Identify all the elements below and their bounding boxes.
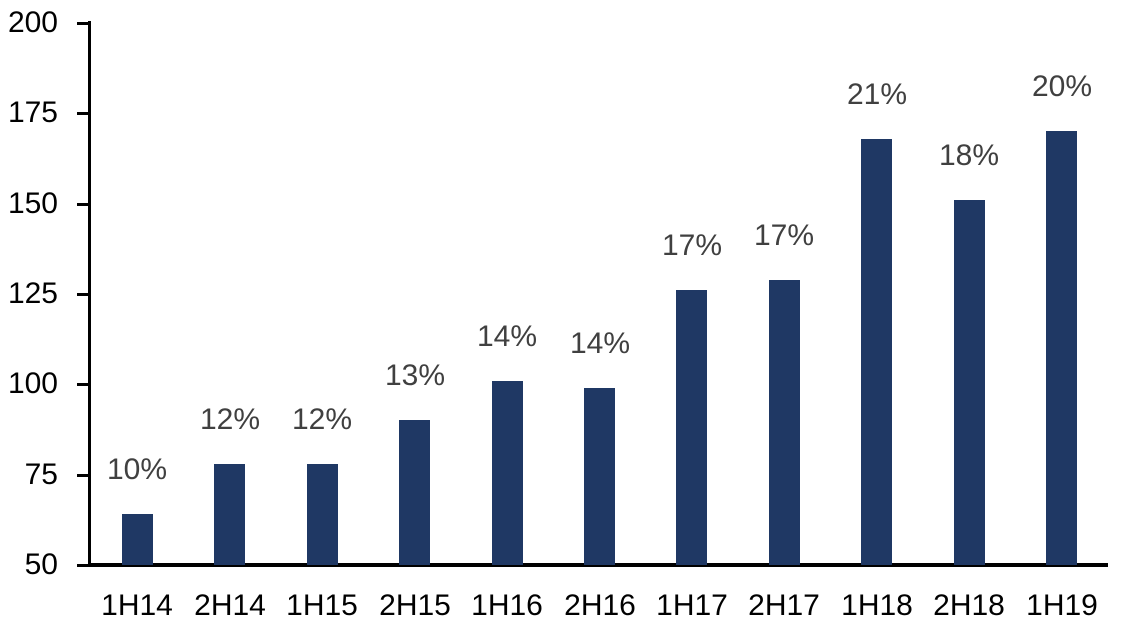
y-axis-label: 150 [7, 187, 58, 220]
bar-2H14 [214, 464, 245, 565]
y-tick-mark [77, 564, 90, 567]
y-tick-mark [77, 474, 90, 477]
y-axis-label: 175 [7, 96, 58, 129]
y-tick-mark [77, 112, 90, 115]
y-tick-mark [77, 293, 90, 296]
x-axis-label-2H14: 2H14 [194, 589, 266, 622]
x-axis-label-1H18: 1H18 [841, 589, 913, 622]
y-axis-label: 200 [7, 6, 58, 39]
data-label-2H15: 13% [384, 359, 446, 392]
bar-1H17 [676, 290, 707, 565]
x-axis-label-2H17: 2H17 [748, 589, 820, 622]
data-label-2H16: 14% [569, 327, 631, 360]
bar-1H14 [122, 514, 153, 565]
y-tick-mark [77, 203, 90, 206]
data-label-2H17: 17% [753, 219, 815, 252]
bar-2H15 [399, 420, 430, 565]
x-axis-label-1H19: 1H19 [1026, 589, 1098, 622]
x-axis-label-2H15: 2H15 [379, 589, 451, 622]
y-axis-label: 50 [24, 548, 58, 581]
x-axis-label-1H14: 1H14 [101, 589, 173, 622]
bar-2H18 [954, 200, 985, 565]
data-label-2H14: 12% [199, 403, 261, 436]
y-axis-label: 125 [7, 277, 58, 310]
x-axis-label-2H16: 2H16 [564, 589, 636, 622]
y-tick-mark [77, 22, 90, 25]
x-axis-label-1H17: 1H17 [656, 589, 728, 622]
bar-1H16 [492, 381, 523, 565]
data-label-1H19: 20% [1031, 70, 1093, 103]
data-label-2H18: 18% [938, 139, 1000, 172]
data-label-1H18: 21% [846, 78, 908, 111]
y-axis-label: 75 [24, 458, 58, 491]
data-label-1H17: 17% [661, 229, 723, 262]
bar-1H19 [1046, 131, 1077, 565]
x-axis-label-1H15: 1H15 [286, 589, 358, 622]
data-label-1H15: 12% [291, 403, 353, 436]
bar-2H17 [769, 280, 800, 565]
x-axis-line [88, 563, 1108, 567]
x-axis-label-2H18: 2H18 [933, 589, 1005, 622]
y-tick-mark [77, 383, 90, 386]
data-label-1H14: 10% [106, 453, 168, 486]
y-axis-label: 100 [7, 367, 58, 400]
bar-1H15 [307, 464, 338, 565]
x-axis-label-1H16: 1H16 [471, 589, 543, 622]
bar-1H18 [861, 139, 892, 565]
data-label-1H16: 14% [476, 320, 538, 353]
bar-2H16 [584, 388, 615, 565]
